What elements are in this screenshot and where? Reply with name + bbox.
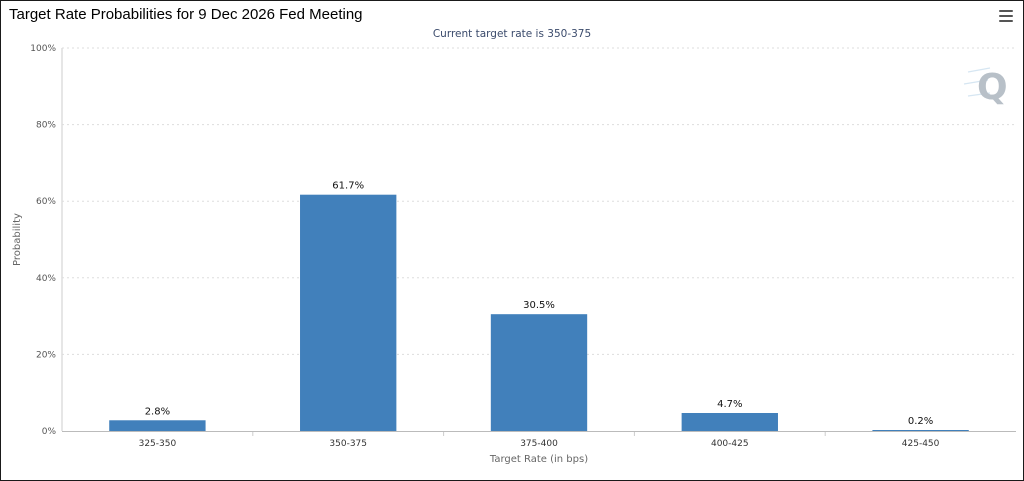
watermark-letter: Q — [977, 67, 1008, 108]
y-tick-label: 0% — [42, 427, 57, 437]
data-label: 61.7% — [332, 181, 364, 192]
data-label: 2.8% — [145, 406, 170, 417]
y-axis-title: Probability — [12, 213, 23, 266]
y-tick-label: 20% — [36, 350, 56, 360]
bar-325-350[interactable] — [109, 420, 206, 431]
grid-lines — [61, 47, 1016, 431]
x-tick-label: 325-350 — [139, 439, 177, 449]
x-tick-label: 375-400 — [520, 439, 558, 449]
y-tick-label: 60% — [36, 197, 56, 207]
chart-title: Target Rate Probabilities for 9 Dec 2026… — [9, 6, 363, 23]
bar-375-400[interactable] — [490, 314, 588, 431]
x-tick-label: 350-375 — [329, 439, 367, 449]
chart-subtitle: Current target rate is 350-375 — [433, 28, 591, 40]
x-tick-label: 400-425 — [711, 439, 749, 449]
bar-400-425[interactable] — [681, 412, 778, 431]
x-axis-ticks: 325-350 350-375 375-400 400-425 425-450 — [139, 431, 940, 449]
data-label: 0.2% — [908, 416, 933, 427]
watermark-logo: Q — [963, 67, 1008, 108]
bar-350-375[interactable] — [300, 194, 397, 431]
y-axis-ticks: 0% 20% 40% 60% 80% 100% — [30, 44, 56, 437]
y-tick-label: 100% — [30, 44, 56, 54]
y-tick-label: 80% — [36, 121, 56, 131]
x-axis-title: Target Rate (in bps) — [489, 454, 588, 465]
data-label: 30.5% — [523, 300, 555, 311]
data-label: 4.7% — [717, 399, 742, 410]
bar-425-450[interactable] — [872, 430, 969, 431]
bars: 2.8% 61.7% 30.5% 4.7% 0.2% — [109, 181, 969, 431]
x-tick-label: 425-450 — [902, 439, 940, 449]
hamburger-menu-icon[interactable] — [999, 10, 1013, 22]
y-tick-label: 40% — [36, 274, 56, 284]
